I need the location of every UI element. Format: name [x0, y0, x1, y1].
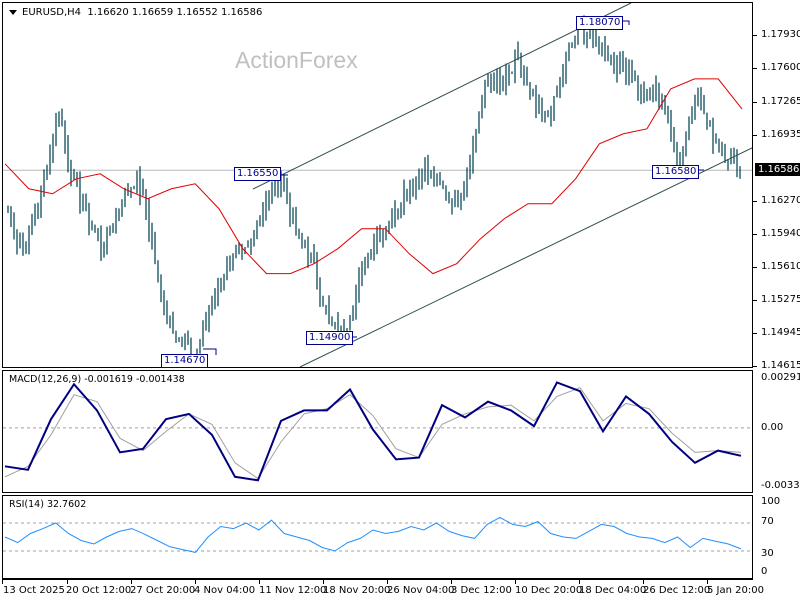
time-label: 5 Jan 20:00	[707, 585, 764, 596]
dropdown-triangle-icon[interactable]	[9, 9, 17, 15]
macd-axis-top: 0.002913	[761, 372, 800, 383]
ohlc-values: 1.16620 1.16659 1.16552 1.16586	[87, 7, 263, 18]
price-chart-canvas	[3, 3, 752, 367]
time-label: 3 Dec 12:00	[451, 585, 512, 596]
rsi-title: RSI(14) 32.7602	[9, 499, 87, 510]
time-label: 20 Oct 12:00	[66, 585, 132, 596]
level-label-low-3: 1.16580	[652, 165, 700, 179]
time-label: 18 Nov 20:00	[323, 585, 391, 596]
watermark: ActionForex	[235, 47, 358, 73]
level-label-high-1: 1.16550	[234, 167, 282, 181]
rsi-axis-70: 70	[761, 516, 774, 527]
time-label: 4 Nov 04:00	[194, 585, 256, 596]
rsi-axis-30: 30	[761, 548, 774, 559]
time-axis[interactable]: 13 Oct 2025 20 Oct 12:00 27 Oct 20:00 4 …	[2, 579, 764, 601]
time-label: 13 Oct 2025	[3, 585, 65, 596]
macd-title: MACD(12,26,9) -0.001619 -0.001438	[9, 374, 185, 385]
time-label: 27 Oct 20:00	[130, 585, 196, 596]
price-tick-label: 1.17265	[761, 96, 800, 107]
chart-header: EURUSD,H4 1.16620 1.16659 1.16552 1.1658…	[9, 7, 262, 18]
rsi-axis-0: 0	[761, 566, 768, 577]
macd-axis-bottom: -0.003327	[761, 480, 800, 491]
time-label: 11 Nov 12:00	[259, 585, 327, 596]
price-tick-label: 1.16270	[761, 195, 800, 206]
price-tick-label: 1.16935	[761, 129, 800, 140]
macd-panel[interactable]: MACD(12,26,9) -0.001619 -0.001438	[2, 370, 753, 493]
price-tick-label: 1.15275	[761, 294, 800, 305]
macd-axis-zero: 0.00	[761, 422, 784, 433]
current-price-tag: 1.16586	[755, 163, 800, 176]
time-label: 18 Dec 04:00	[579, 585, 647, 596]
level-label-low-2: 1.14900	[306, 331, 354, 345]
time-label: 26 Dec 12:00	[643, 585, 711, 596]
price-tick-label: 1.15610	[761, 261, 800, 272]
price-tick-label: 1.17600	[761, 62, 800, 73]
price-tick-label: 1.14615	[761, 360, 800, 371]
rsi-panel[interactable]: RSI(14) 32.7602	[2, 495, 753, 579]
symbol-label: EURUSD,H4	[22, 7, 82, 18]
time-label: 10 Dec 20:00	[515, 585, 583, 596]
price-chart-panel[interactable]: EURUSD,H4 1.16620 1.16659 1.16552 1.1658…	[2, 2, 753, 368]
rsi-canvas	[3, 516, 752, 553]
price-tick-label: 1.17930	[761, 29, 800, 40]
price-tick-label: 1.14945	[761, 327, 800, 338]
rsi-axis-100: 100	[761, 496, 781, 507]
level-label-low-1: 1.14670	[161, 354, 209, 368]
level-label-high-2: 1.18070	[576, 16, 624, 30]
time-label: 26 Nov 04:00	[387, 585, 455, 596]
price-tick-label: 1.15940	[761, 228, 800, 239]
macd-canvas	[3, 381, 752, 482]
